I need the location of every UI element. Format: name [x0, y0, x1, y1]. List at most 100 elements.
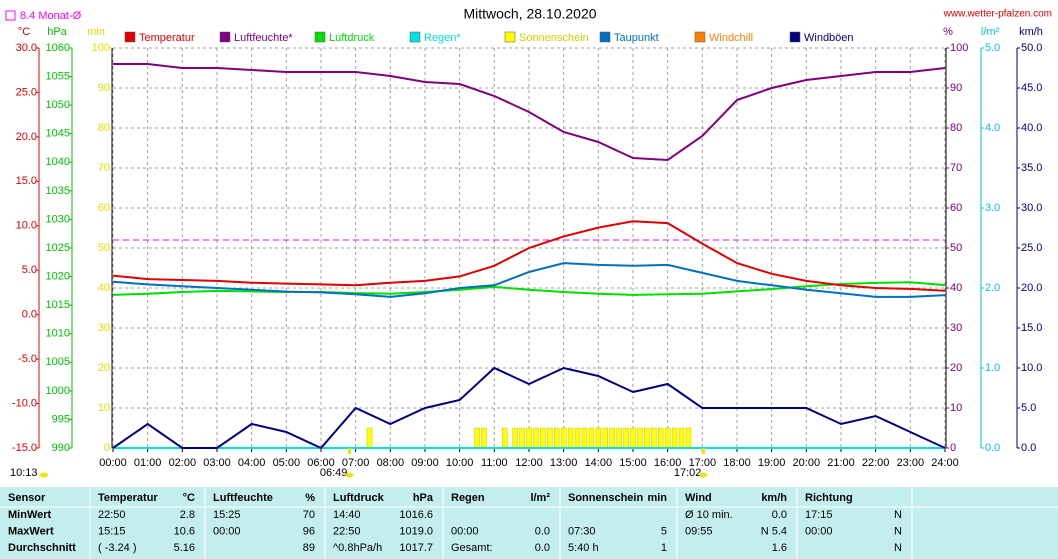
- table-header-cell: hPa: [413, 492, 434, 504]
- table-cell: 5.16: [174, 542, 195, 554]
- sunshine-bar: [366, 427, 373, 449]
- axis-unit: l/m²: [981, 26, 1000, 38]
- legend-label: Sonnenschein: [519, 32, 589, 44]
- y-tick-label: 20.0: [16, 131, 37, 143]
- time-annotation: 10:13: [10, 467, 38, 479]
- table-cell: 1019.0: [399, 525, 433, 537]
- table-header-cell: Sonnenschein: [568, 492, 643, 504]
- y-tick-label: 5.0: [22, 264, 37, 276]
- y-tick-label: 1040: [46, 156, 70, 168]
- y-tick-label: 1060: [46, 42, 70, 54]
- x-tick-label: 06:00: [307, 457, 335, 469]
- table-header-cell: min: [647, 492, 667, 504]
- table-cell: 96: [303, 525, 315, 537]
- x-tick-label: 00:00: [99, 457, 127, 469]
- x-tick-label: 17:00: [689, 457, 717, 469]
- table-cell: N 5.4: [761, 525, 787, 537]
- series-line: [112, 220, 946, 292]
- sunshine-bar: [595, 427, 602, 449]
- sunshine-bar: [623, 427, 629, 449]
- table-cell: 0.0: [535, 525, 550, 537]
- axis-unit: min: [87, 26, 105, 38]
- axis-unit: %: [943, 26, 953, 38]
- table-header-cell: Sensor: [8, 492, 46, 504]
- sun-icon: [40, 472, 48, 478]
- table-cell: 22:50: [333, 525, 361, 537]
- sunshine-bar: [685, 427, 692, 449]
- legend-label: Regen*: [424, 32, 461, 44]
- sunshine-bar: [501, 427, 508, 449]
- y-tick-label: 30: [950, 322, 962, 334]
- y-tick-label: 0.0: [1021, 442, 1036, 454]
- y-tick-label: 1010: [46, 328, 70, 340]
- table-header-cell: Luftdruck: [333, 492, 385, 504]
- y-tick-label: 1020: [46, 270, 70, 282]
- legend-swatch: [219, 31, 231, 43]
- sunshine-bar: [671, 427, 678, 449]
- y-tick-label: 10.0: [16, 220, 37, 232]
- y-tick-label: 0.0: [22, 309, 37, 321]
- table-cell: 5:40 h: [568, 542, 599, 554]
- x-tick-label: 13:00: [550, 457, 578, 469]
- sunshine-bar: [540, 427, 546, 449]
- y-tick-label: 990: [52, 442, 70, 454]
- legend-swatch: [314, 31, 326, 43]
- y-tick-label: 1045: [46, 128, 70, 140]
- legend-label: Temperatur: [139, 32, 195, 44]
- table-cell: 14:40: [333, 509, 361, 521]
- table-cell: 1.6: [772, 542, 787, 554]
- legend-swatch: [694, 31, 706, 43]
- x-tick-label: 18:00: [723, 457, 751, 469]
- table-header-cell: Temperatur: [98, 492, 158, 504]
- x-tick-label: 19:00: [758, 457, 786, 469]
- table-cell: 00:00: [451, 525, 479, 537]
- table-cell: MinWert: [8, 509, 52, 521]
- table-cell: Ø 10 min.: [685, 509, 733, 521]
- x-tick-label: 11:00: [481, 457, 508, 469]
- table-cell: 70: [303, 509, 315, 521]
- sun-icon: [345, 472, 354, 478]
- time-annotation: 06:49: [320, 467, 348, 479]
- x-tick-label: 20:00: [793, 457, 821, 469]
- x-tick-label: 07:00: [342, 457, 370, 469]
- sunshine-bar: [588, 427, 595, 449]
- table-cell: 1016.6: [399, 509, 433, 521]
- table-cell: 1: [661, 542, 667, 554]
- y-tick-label: 1055: [46, 70, 70, 82]
- sun-icon: [699, 472, 708, 478]
- table-cell: N: [894, 525, 902, 537]
- sunshine-bar: [560, 427, 567, 449]
- y-tick-label: 90: [98, 82, 110, 94]
- legend-label: Luftfeuchte*: [234, 32, 293, 44]
- table-header-cell: Richtung: [805, 492, 853, 504]
- y-tick-label: 50.0: [1021, 42, 1042, 54]
- sunshine-bar: [616, 427, 622, 449]
- x-tick-label: 16:00: [654, 457, 682, 469]
- sunshine-bar: [574, 427, 581, 449]
- sunshine-bar: [481, 427, 487, 449]
- table-header-cell: l/m²: [530, 492, 550, 504]
- y-tick-label: -10.0: [12, 397, 37, 409]
- table-cell: 89: [303, 542, 315, 554]
- y-tick-label: 40.0: [1021, 122, 1042, 134]
- y-tick-label: 25.0: [16, 86, 37, 98]
- y-tick-label: 30.0: [16, 42, 37, 54]
- legend-swatch: [599, 31, 611, 43]
- y-tick-label: 5.0: [985, 42, 1000, 54]
- y-tick-label: 70: [98, 162, 110, 174]
- legend-swatch: [409, 31, 421, 43]
- table-cell: 0.0: [535, 542, 550, 554]
- table-cell: 15:25: [213, 509, 241, 521]
- table-cell: 15:15: [98, 525, 126, 537]
- table-cell: 22:50: [98, 509, 126, 521]
- y-tick-label: 100: [92, 42, 110, 54]
- sunshine-bar: [547, 427, 553, 449]
- y-tick-label: 35.0: [1021, 162, 1042, 174]
- y-tick-label: 1.0: [985, 362, 1000, 374]
- y-tick-label: 2.0: [985, 282, 1000, 294]
- y-tick-label: 30: [98, 322, 110, 334]
- y-tick-label: 60: [950, 202, 962, 214]
- sunshine-bar: [651, 427, 657, 449]
- table-cell: 10.6: [174, 525, 195, 537]
